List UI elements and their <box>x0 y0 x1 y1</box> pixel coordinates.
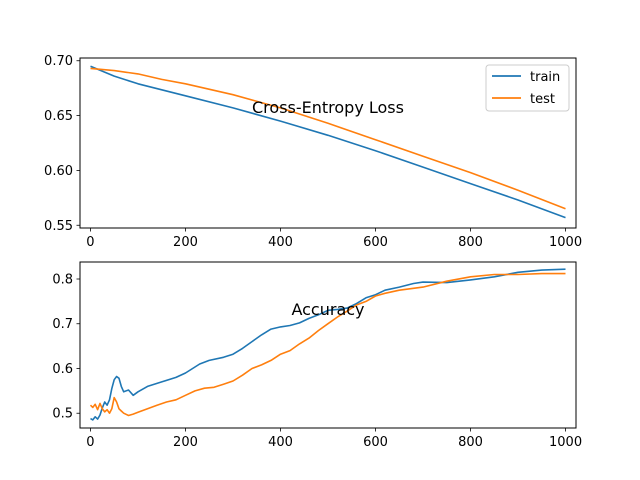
series-line-train <box>90 268 566 421</box>
series-line-test <box>90 67 566 210</box>
accuracy-x-ticks: 0 200 400 600 800 1000 <box>86 428 582 450</box>
series-line-test <box>89 272 566 417</box>
x-tick-label: 800 <box>458 235 483 250</box>
x-tick-label: 1000 <box>549 435 582 450</box>
x-tick-label: 600 <box>363 435 388 450</box>
x-tick-label: 200 <box>173 435 198 450</box>
y-tick-label: 0.5 <box>52 407 73 422</box>
y-tick-label: 0.6 <box>52 362 73 377</box>
y-tick-label: 0.60 <box>44 164 73 179</box>
loss-lines <box>90 65 566 219</box>
x-tick-label: 0 <box>86 435 94 450</box>
y-tick-label: 0.70 <box>44 54 73 69</box>
x-tick-label: 400 <box>268 235 293 250</box>
accuracy-title: Accuracy <box>291 300 364 319</box>
x-tick-label: 200 <box>173 235 198 250</box>
y-tick-label: 0.55 <box>44 219 73 234</box>
y-tick-label: 0.7 <box>52 317 73 332</box>
accuracy-lines <box>89 268 566 421</box>
x-tick-label: 600 <box>363 235 388 250</box>
loss-y-ticks: 0.55 0.60 0.65 0.70 <box>44 54 80 234</box>
loss-panel: 0 200 400 600 800 1000 0.55 0.60 0.65 0.70 Cross… <box>44 54 582 250</box>
y-tick-label: 0.8 <box>52 273 73 288</box>
x-tick-label: 0 <box>86 235 94 250</box>
accuracy-y-ticks: 0.5 0.6 0.7 0.8 <box>52 273 80 422</box>
y-tick-label: 0.65 <box>44 109 73 124</box>
legend: train test <box>485 64 570 112</box>
x-tick-label: 1000 <box>549 235 582 250</box>
series-line-train <box>90 65 566 219</box>
legend-test-label: test <box>530 92 555 107</box>
loss-title: Cross-Entropy Loss <box>252 98 404 117</box>
loss-axes-frame <box>79 57 577 229</box>
accuracy-axes-frame <box>79 261 577 429</box>
x-tick-label: 400 <box>268 435 293 450</box>
legend-train-label: train <box>530 70 560 85</box>
x-tick-label: 800 <box>458 435 483 450</box>
accuracy-panel: 0 200 400 600 800 1000 0.5 0.6 0.7 0.8 Accuracy <box>52 261 582 450</box>
loss-x-ticks: 0 200 400 600 800 1000 <box>86 228 582 250</box>
